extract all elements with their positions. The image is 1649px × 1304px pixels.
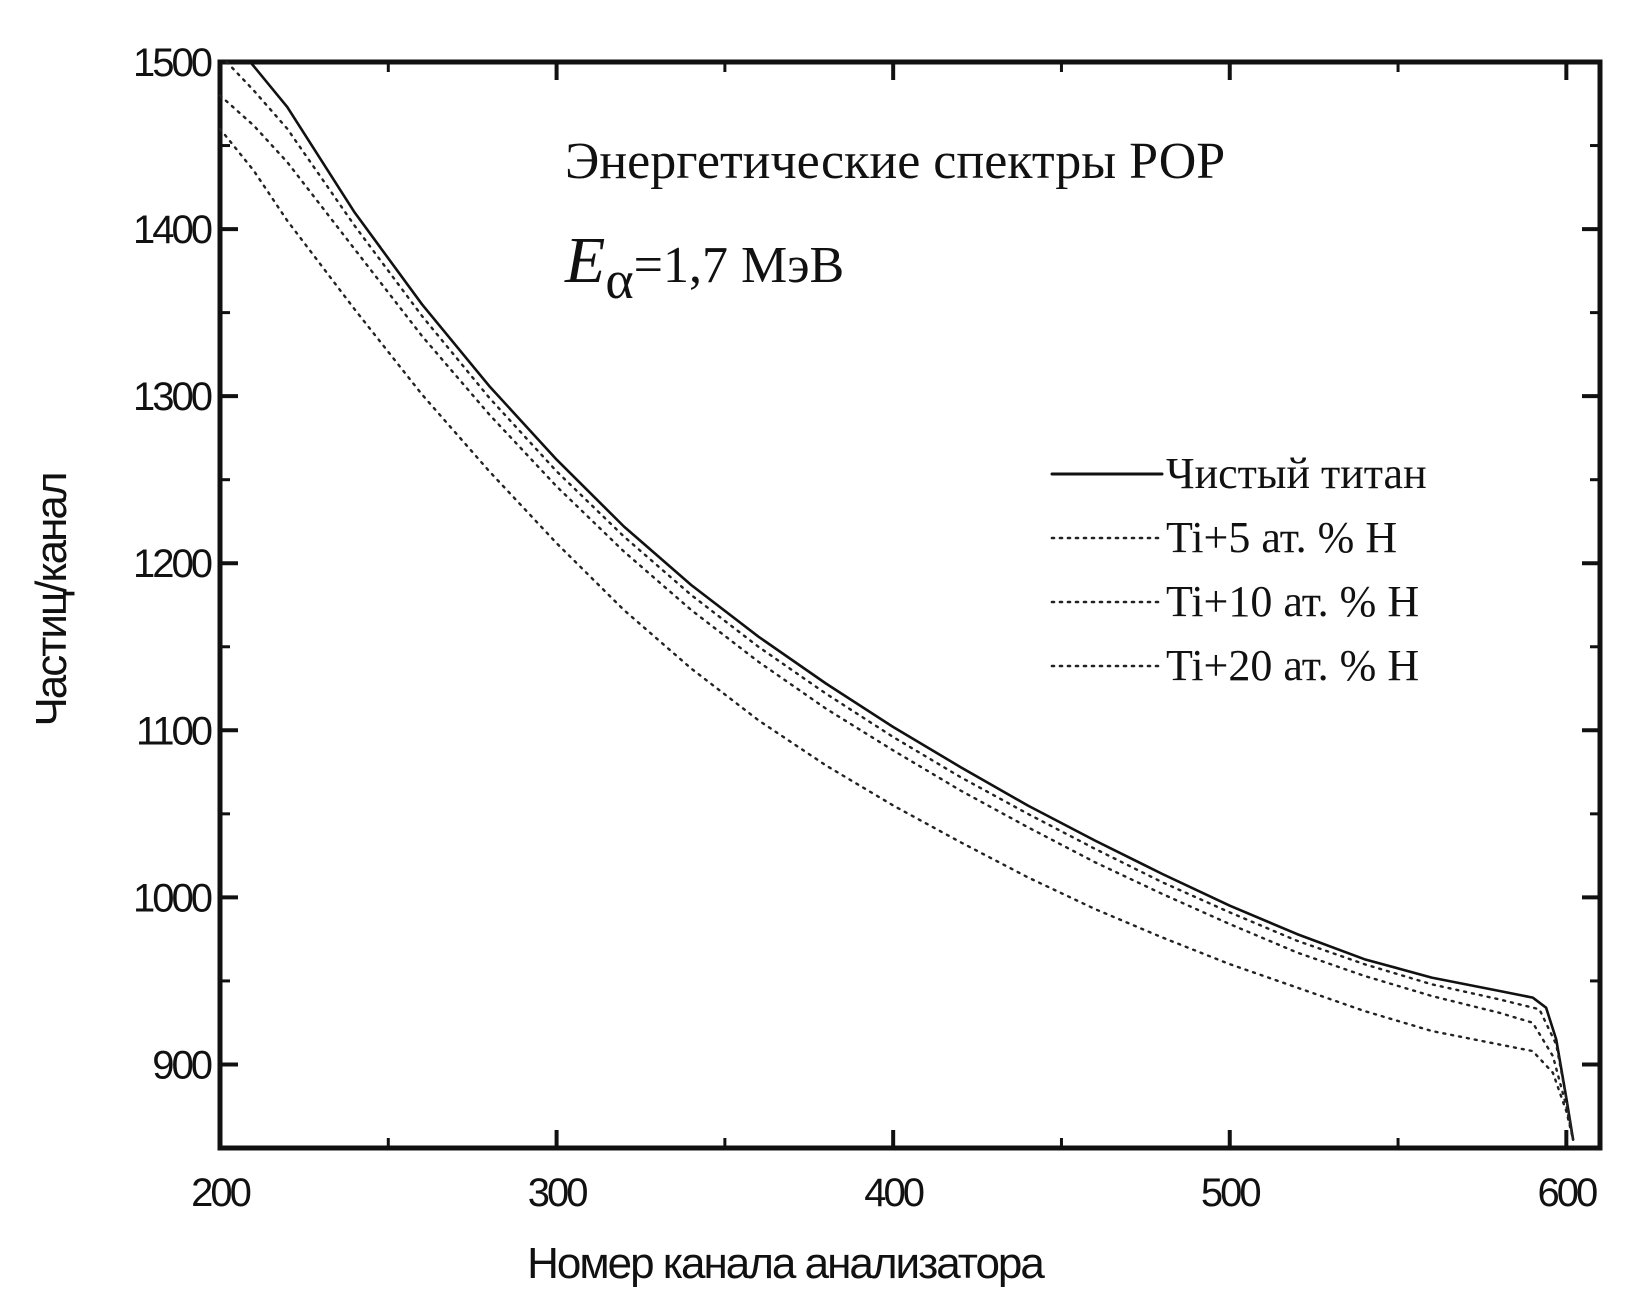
y-tick-label: 1500 — [133, 41, 212, 85]
legend-label-3: Ti+10 ат. % Н — [1166, 577, 1419, 626]
subtitle-symbol: E — [564, 224, 605, 297]
subtitle-subscript: α — [605, 250, 633, 310]
y-tick-label: 1100 — [136, 709, 212, 753]
chart-subtitle: Eα=1,7 МэВ — [564, 224, 844, 310]
subtitle-value: =1,7 МэВ — [634, 237, 845, 294]
y-tick-label: 1000 — [133, 876, 212, 920]
series-line-4 — [220, 129, 1573, 1140]
x-tick-label: 300 — [528, 1171, 587, 1215]
legend-label-2: Ti+5 ат. % Н — [1166, 513, 1397, 562]
x-tick-label: 600 — [1537, 1171, 1596, 1215]
x-tick-label: 500 — [1201, 1171, 1260, 1215]
y-tick-label: 900 — [152, 1043, 211, 1087]
y-tick-labels: 900 1000 1100 1200 1300 1400 1500 — [133, 41, 212, 1087]
legend-label-4: Ti+20 ат. % Н — [1166, 641, 1419, 690]
legend-label-1: Чистый титан — [1166, 449, 1427, 498]
y-axis-label: Частиц/канал — [27, 473, 76, 726]
y-tick-label: 1400 — [133, 208, 212, 252]
x-tick-label: 200 — [191, 1171, 250, 1215]
chart-title: Энергетические спектры РОР — [565, 133, 1225, 190]
y-tick-label: 1300 — [133, 375, 212, 419]
x-tick-labels: 200 300 400 500 600 — [191, 1171, 1597, 1215]
y-tick-label: 1200 — [133, 542, 212, 586]
legend: Чистый титан Ti+5 ат. % Н Ti+10 ат. % Н Ti+… — [1052, 449, 1427, 690]
x-tick-label: 400 — [864, 1171, 923, 1215]
x-axis-label: Номер канала анализатора — [527, 1239, 1045, 1288]
